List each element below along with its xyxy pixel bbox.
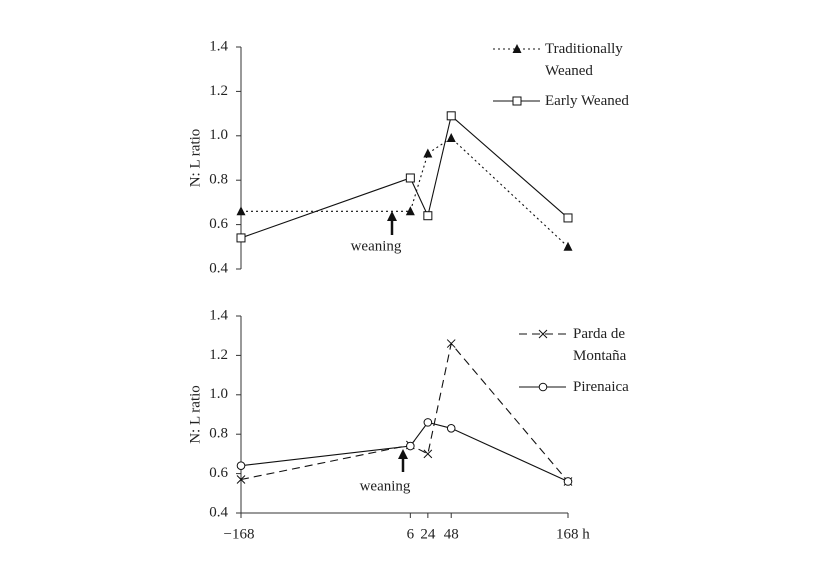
marker: [236, 233, 246, 243]
marker: [405, 173, 415, 183]
y-tick-label: 1.2: [209, 347, 228, 363]
series-line: [241, 137, 569, 248]
marker: [446, 111, 456, 121]
marker: [563, 241, 573, 251]
marker: [236, 461, 246, 471]
x-tick-label: −168: [224, 526, 255, 542]
y-tick-label: 0.6: [209, 216, 228, 232]
marker: [423, 148, 433, 158]
legend-marker: [538, 329, 548, 339]
marker: [446, 423, 456, 433]
y-tick-label: 1.0: [209, 386, 228, 402]
marker: [423, 211, 433, 221]
y-tick-label: 1.4: [209, 307, 228, 323]
y-tick-label: 0.4: [209, 260, 228, 276]
y-tick-label: 0.8: [209, 426, 228, 442]
legend-label: Pirenaica: [573, 379, 629, 395]
legend-label: Traditionally Weaned: [545, 41, 623, 79]
y-tick-label: 1.2: [209, 83, 228, 99]
marker: [406, 441, 415, 451]
legend-marker: [512, 96, 522, 106]
marker: [236, 206, 246, 216]
y-tick-label: 1.4: [209, 38, 228, 54]
annotation: weaning: [360, 478, 411, 494]
legend-marker: [538, 382, 548, 392]
legend-label: Parda de Montaña: [573, 326, 627, 364]
marker: [563, 477, 573, 486]
series-line: [240, 342, 569, 482]
marker: [423, 418, 433, 427]
x-tick-label: 48: [444, 526, 459, 542]
marker: [446, 133, 456, 143]
marker: [236, 475, 246, 484]
y-tick-label: 0.6: [209, 465, 228, 481]
y-tick-label: 0.8: [209, 172, 228, 188]
legend-label: Early Weaned: [545, 93, 629, 109]
marker: [405, 206, 415, 216]
series-line: [240, 421, 569, 482]
y-axis-label: N: L ratio: [187, 385, 203, 444]
annotation: weaning: [351, 238, 402, 254]
annotation-arrowhead: [387, 211, 397, 221]
y-tick-label: 1.0: [209, 127, 228, 143]
legend-marker: [512, 44, 522, 53]
y-tick-label: 0.4: [209, 504, 228, 520]
x-tick-label: 24: [420, 526, 436, 542]
marker: [563, 213, 573, 223]
y-axis-label: N: L ratio: [187, 129, 203, 188]
x-tick-label: 6: [407, 526, 415, 542]
marker: [423, 449, 433, 459]
series-line: [240, 114, 569, 239]
marker: [446, 339, 456, 348]
x-tick-label: 168 h: [556, 526, 590, 542]
annotation-arrowhead: [398, 449, 408, 459]
